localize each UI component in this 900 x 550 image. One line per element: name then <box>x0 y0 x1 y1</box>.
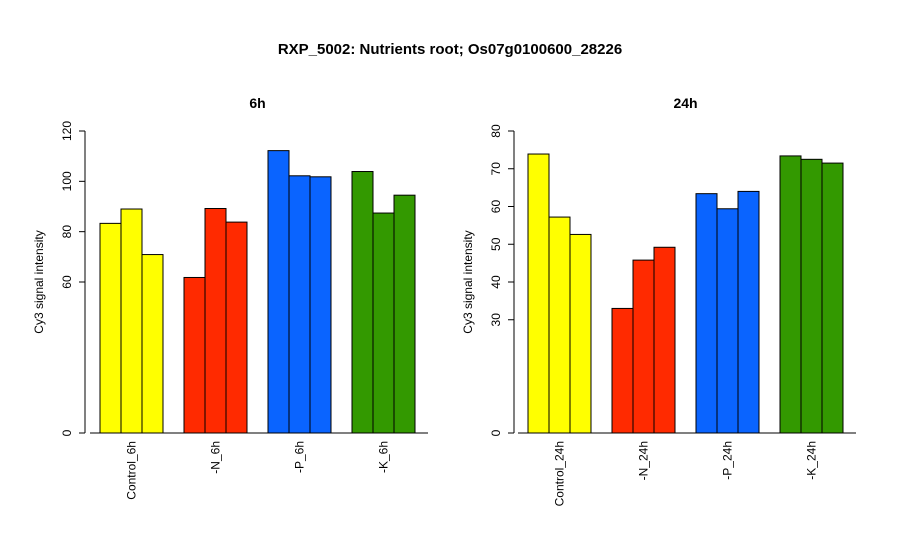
panel-6h: 6h Control_6h -N_6h -P_6h -K_6h 0 60 80 100 120 Cy… <box>32 95 428 500</box>
bar <box>183 276 206 434</box>
y-tick-label: 0 <box>60 429 74 436</box>
bar <box>372 212 395 434</box>
y-tick-label: 60 <box>60 275 74 289</box>
y-axis-label: Cy3 signal intensity <box>461 230 475 333</box>
bar <box>569 233 592 434</box>
x-tick-label: -P_24h <box>721 441 735 480</box>
x-tick-label: -K_24h <box>805 441 819 480</box>
y-tick-label: 60 <box>489 200 503 214</box>
y-tick-label: 120 <box>60 121 74 141</box>
main-title: RXP_5002: Nutrients root; Os07g0100600_2… <box>278 41 622 58</box>
bar <box>309 176 332 434</box>
y-tick-label: 70 <box>489 162 503 176</box>
bar <box>267 150 290 434</box>
y-tick-label: 30 <box>489 313 503 327</box>
y-tick-label: 80 <box>60 225 74 239</box>
panel-title: 6h <box>249 95 265 111</box>
y-axis-label: Cy3 signal intensity <box>32 230 46 333</box>
bar <box>204 208 227 434</box>
bar <box>99 222 122 434</box>
bar <box>716 208 739 434</box>
bar <box>779 155 802 434</box>
bar <box>141 254 164 434</box>
x-tick-label: -N_24h <box>637 441 651 480</box>
y-tick-label: 50 <box>489 237 503 251</box>
bar <box>737 190 760 434</box>
y-tick-label: 0 <box>489 429 503 436</box>
bar <box>611 307 634 434</box>
bar <box>653 246 676 434</box>
bar <box>632 259 655 434</box>
x-tick-label: Control_6h <box>125 441 139 500</box>
bar <box>548 216 571 434</box>
bar <box>225 221 248 434</box>
y-tick-label: 40 <box>489 275 503 289</box>
bar <box>527 153 550 434</box>
bar <box>288 175 311 434</box>
y-tick-label: 100 <box>60 171 74 191</box>
x-tick-label: -N_6h <box>209 441 223 474</box>
bar <box>393 194 416 434</box>
x-tick-label: -P_6h <box>293 441 307 473</box>
bar <box>120 208 143 434</box>
bar <box>800 158 823 434</box>
y-tick-label: 80 <box>489 124 503 138</box>
bar <box>695 193 718 434</box>
panel-24h: 24h Control_24h -N_24h -P_24h -K_24h 0 30 40 50 6… <box>461 95 856 506</box>
x-tick-label: -K_6h <box>377 441 391 473</box>
panel-title: 24h <box>673 95 697 111</box>
x-tick-label: Control_24h <box>553 441 567 506</box>
bar <box>351 171 374 434</box>
bar <box>821 162 844 434</box>
